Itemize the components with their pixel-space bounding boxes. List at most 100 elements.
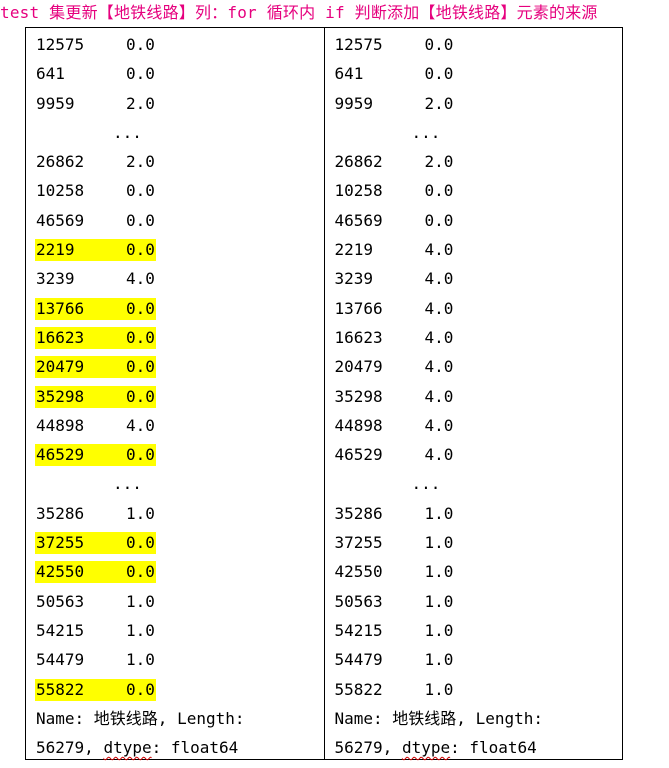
series-row: 50563 1.0 (36, 587, 324, 616)
row-value: 4.0 (424, 240, 454, 260)
ellipsis-row: ... (335, 469, 623, 498)
series-row: 37255 1.0 (335, 528, 623, 557)
series-row: 54479 1.0 (335, 645, 623, 674)
series-row: 26862 2.0 (36, 147, 324, 176)
highlight-marker (35, 532, 156, 555)
series-row: 9959 2.0 (335, 89, 623, 118)
row-index: 54479 (36, 650, 85, 670)
series-row: 46529 0.0 (35, 440, 324, 469)
row-index: 54479 (334, 650, 383, 670)
series-row: 13766 0.0 (35, 294, 324, 323)
row-index: 20479 (334, 357, 383, 377)
row-value: 1.0 (424, 533, 454, 553)
row-index: 35298 (36, 386, 85, 406)
row-value: 4.0 (424, 298, 454, 318)
row-index: 641 (334, 64, 364, 84)
row-value: 1.0 (424, 503, 454, 523)
row-value: 2.0 (126, 93, 155, 113)
series-row: 20479 4.0 (335, 352, 623, 381)
row-index: 37255 (334, 533, 383, 553)
comparison-table: 12575 0.0 641 0.0 9959 2.0... 26862 2.0 10258 0.0… (25, 27, 623, 760)
row-index: 44898 (334, 415, 383, 435)
row-index: 26862 (334, 152, 383, 172)
row-value: 4.0 (424, 357, 454, 377)
highlight-marker (35, 385, 156, 408)
ellipsis-row: ... (36, 118, 324, 147)
highlight-marker (35, 561, 156, 584)
row-value: 0.0 (126, 562, 155, 582)
dtype-value: : float64 (450, 738, 537, 758)
row-value: 0.0 (126, 240, 155, 260)
ellipsis: ... (411, 474, 441, 494)
row-value: 0.0 (126, 35, 155, 54)
series-row: 2219 0.0 (35, 235, 324, 264)
ellipsis-row: ... (36, 469, 324, 498)
series-row: 46569 0.0 (36, 206, 324, 235)
dtype-label: dtype (103, 738, 152, 758)
series-row: 42550 1.0 (335, 557, 623, 586)
series-row: 55822 1.0 (335, 675, 623, 704)
length-value: 56279, (334, 738, 402, 758)
series-row: 35298 0.0 (35, 382, 324, 411)
row-index: 641 (36, 64, 65, 84)
row-value: 0.0 (424, 181, 454, 201)
series-row: 2219 4.0 (335, 235, 623, 264)
ellipsis-row: ... (335, 118, 623, 147)
row-index: 50563 (36, 591, 85, 611)
row-value: 0.0 (424, 35, 454, 54)
row-index: 46569 (36, 210, 85, 230)
row-value: 4.0 (424, 327, 454, 347)
row-index: 13766 (334, 298, 383, 318)
row-index: 3239 (36, 269, 75, 289)
row-value: 0.0 (126, 181, 155, 201)
row-index: 35286 (334, 503, 383, 523)
row-value: 2.0 (424, 93, 454, 113)
series-row: 20479 0.0 (35, 352, 324, 381)
row-index: 42550 (334, 562, 383, 582)
row-index: 55822 (334, 679, 383, 699)
row-value: 2.0 (424, 152, 454, 172)
ellipsis: ... (113, 122, 142, 142)
highlight-marker (35, 239, 156, 262)
row-value: 1.0 (126, 620, 155, 640)
row-index: 42550 (36, 562, 85, 582)
series-row: 16623 4.0 (335, 323, 623, 352)
left-column: 12575 0.0 641 0.0 9959 2.0... 26862 2.0 10258 0.0… (26, 28, 325, 759)
row-value: 1.0 (424, 620, 454, 640)
series-row: 3239 4.0 (335, 264, 623, 293)
row-value: 0.0 (126, 64, 155, 84)
series-footer-dtype: 56279, dtype: float64 (36, 733, 324, 762)
row-index: 2219 (36, 240, 75, 260)
row-index: 9959 (36, 93, 75, 113)
series-row: 35286 1.0 (335, 499, 623, 528)
highlight-marker (35, 444, 156, 467)
series-row: 3239 4.0 (36, 264, 324, 293)
series-row: 54215 1.0 (335, 616, 623, 645)
row-value: 1.0 (126, 591, 155, 611)
series-row: 44898 4.0 (36, 411, 324, 440)
series-row: 10258 0.0 (335, 176, 623, 205)
row-index: 10258 (334, 181, 383, 201)
row-value: 0.0 (126, 357, 155, 377)
ellipsis: ... (113, 474, 142, 494)
row-value: 0.0 (126, 210, 155, 230)
highlight-marker (35, 297, 156, 320)
row-value: 1.0 (424, 591, 454, 611)
dtype-value: : float64 (151, 738, 239, 758)
row-value: 1.0 (126, 503, 155, 523)
row-index: 46569 (334, 210, 383, 230)
series-row: 54215 1.0 (36, 616, 324, 645)
row-index: 20479 (36, 357, 85, 377)
series-footer-name: Name: 地铁线路, Length: (36, 708, 245, 728)
row-value: 1.0 (424, 650, 454, 670)
row-value: 0.0 (126, 327, 155, 347)
row-value: 0.0 (126, 298, 155, 318)
right-column: 12575 0.0 641 0.0 9959 2.0... 26862 2.0 10258 0.0… (325, 28, 623, 759)
row-index: 2219 (334, 240, 374, 260)
series-row: 13766 4.0 (335, 294, 623, 323)
series-row: 35298 4.0 (335, 382, 623, 411)
row-index: 55822 (36, 679, 85, 699)
series-row: 46569 0.0 (335, 206, 623, 235)
series-row: 26862 2.0 (335, 147, 623, 176)
series-row: 55822 0.0 (35, 675, 324, 704)
